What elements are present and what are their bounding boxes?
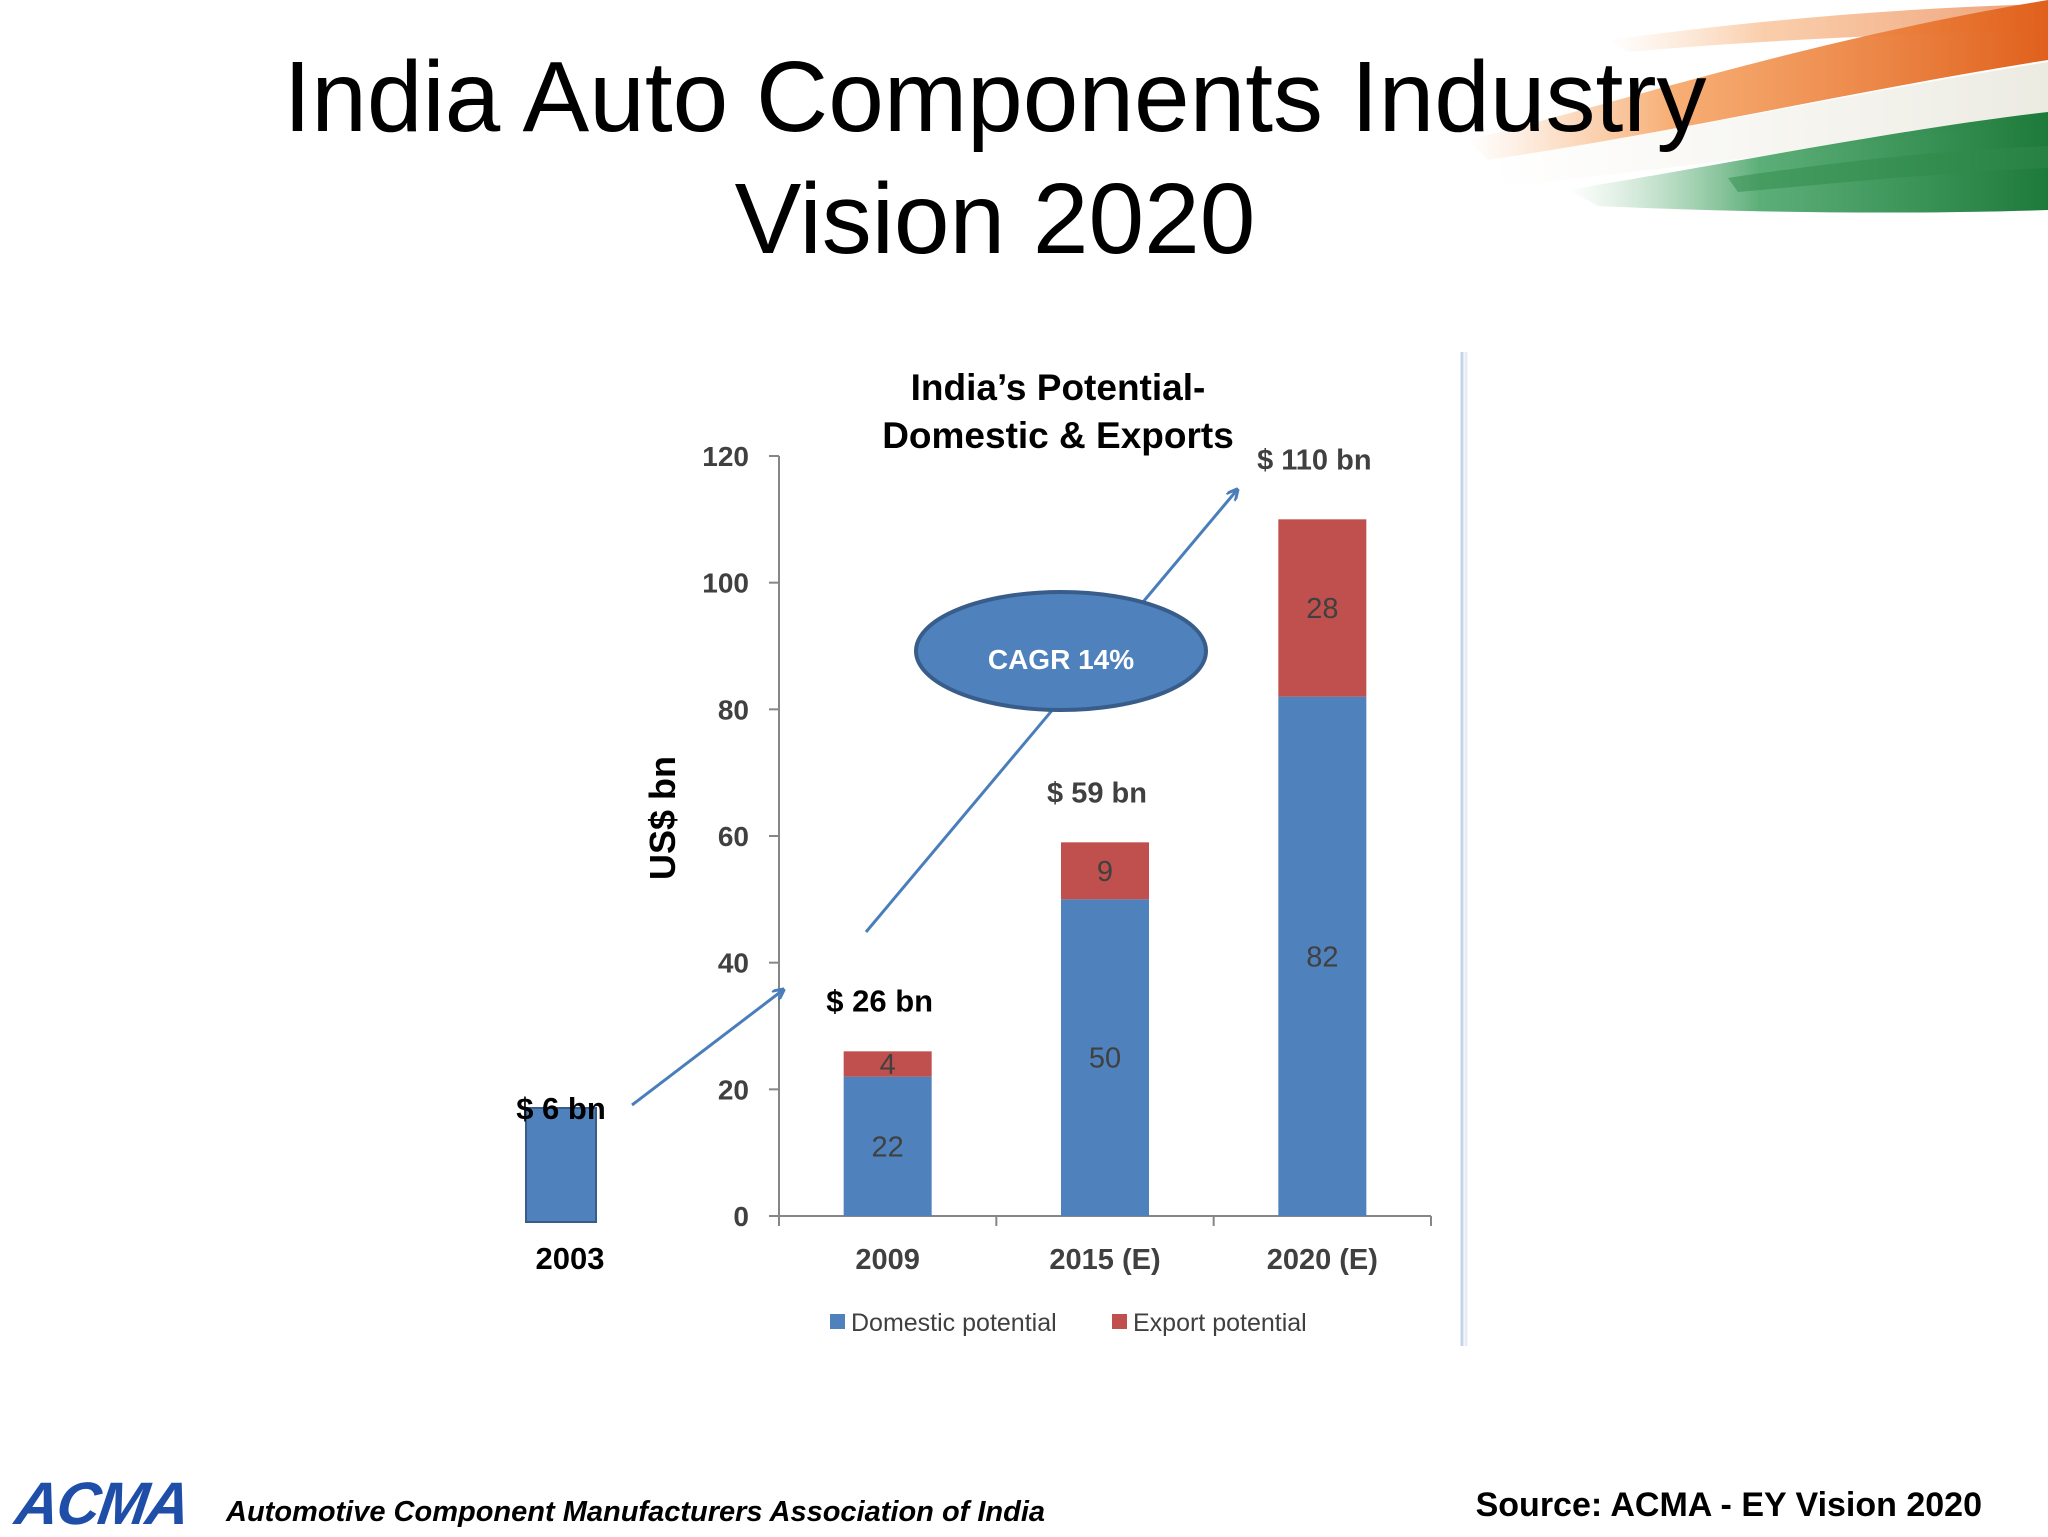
y-axis-label: US$ bn <box>642 756 683 880</box>
y-tick-label: 40 <box>718 948 749 979</box>
legend-label-domestic: Domestic potential <box>851 1309 1057 1337</box>
y-tick-label: 100 <box>702 568 749 599</box>
chart-title-line-1: India’s Potential- <box>911 367 1206 408</box>
bar-domestic <box>843 1076 932 1216</box>
bar-export <box>843 1051 932 1077</box>
data-label-domestic: 50 <box>1089 1043 1121 1075</box>
y-tick-label: 120 <box>702 441 749 472</box>
bar-domestic <box>1061 899 1149 1216</box>
y-tick-label: 80 <box>718 694 749 725</box>
growth-arrow-2003-2009 <box>631 990 783 1107</box>
slide-title-line-1: India Auto Components Industry <box>283 41 1707 153</box>
organization-name: Automotive Component Manufacturers Assoc… <box>226 1496 1046 1528</box>
cagr-annotation-ellipse <box>914 590 1208 712</box>
chart-title-line-2: Domestic & Exports <box>882 415 1234 456</box>
bar-export <box>1278 519 1367 697</box>
data-label-domestic: 82 <box>1306 941 1338 973</box>
bar-2003 <box>525 1107 597 1223</box>
x-tick-label-2003: 2003 <box>536 1241 605 1276</box>
acma-logo: ACMA <box>11 1470 193 1537</box>
legend-swatch-domestic <box>830 1314 845 1329</box>
legend-swatch-export <box>1112 1314 1127 1329</box>
chart-legend: Domestic potential Export potential <box>830 1309 1307 1337</box>
data-label-export: 9 <box>1097 856 1113 888</box>
bar-total-label: $ 110 bn <box>1257 444 1371 476</box>
tricolor-decoration <box>1468 0 2048 213</box>
y-tick-label: 20 <box>718 1074 749 1105</box>
bar-export <box>1061 842 1149 900</box>
data-label-domestic: 22 <box>872 1131 904 1163</box>
source-note: Source: ACMA - EY Vision 2020 <box>1475 1486 1982 1524</box>
cagr-annotation-text: CAGR 14% <box>988 644 1134 675</box>
bar-domestic <box>1278 696 1367 1216</box>
legend-label-export: Export potential <box>1133 1309 1307 1337</box>
bar-total-label: $ 59 bn <box>1047 777 1147 809</box>
slide-title-line-2: Vision 2020 <box>734 163 1256 275</box>
slide-title: India Auto Components Industry Vision 20… <box>0 36 1990 280</box>
bar-2003-total-label: $ 6 bn <box>516 1091 606 1126</box>
data-label-export: 28 <box>1306 593 1338 625</box>
y-tick-label: 60 <box>718 821 749 852</box>
x-tick-label: 2020 (E) <box>1267 1244 1378 1276</box>
x-tick-label: 2009 <box>855 1244 920 1276</box>
y-tick-label: 0 <box>733 1201 749 1232</box>
x-tick-label: 2015 (E) <box>1049 1244 1160 1276</box>
data-label-export: 4 <box>880 1049 896 1081</box>
bar-total-label: $ 26 bn <box>826 983 933 1018</box>
